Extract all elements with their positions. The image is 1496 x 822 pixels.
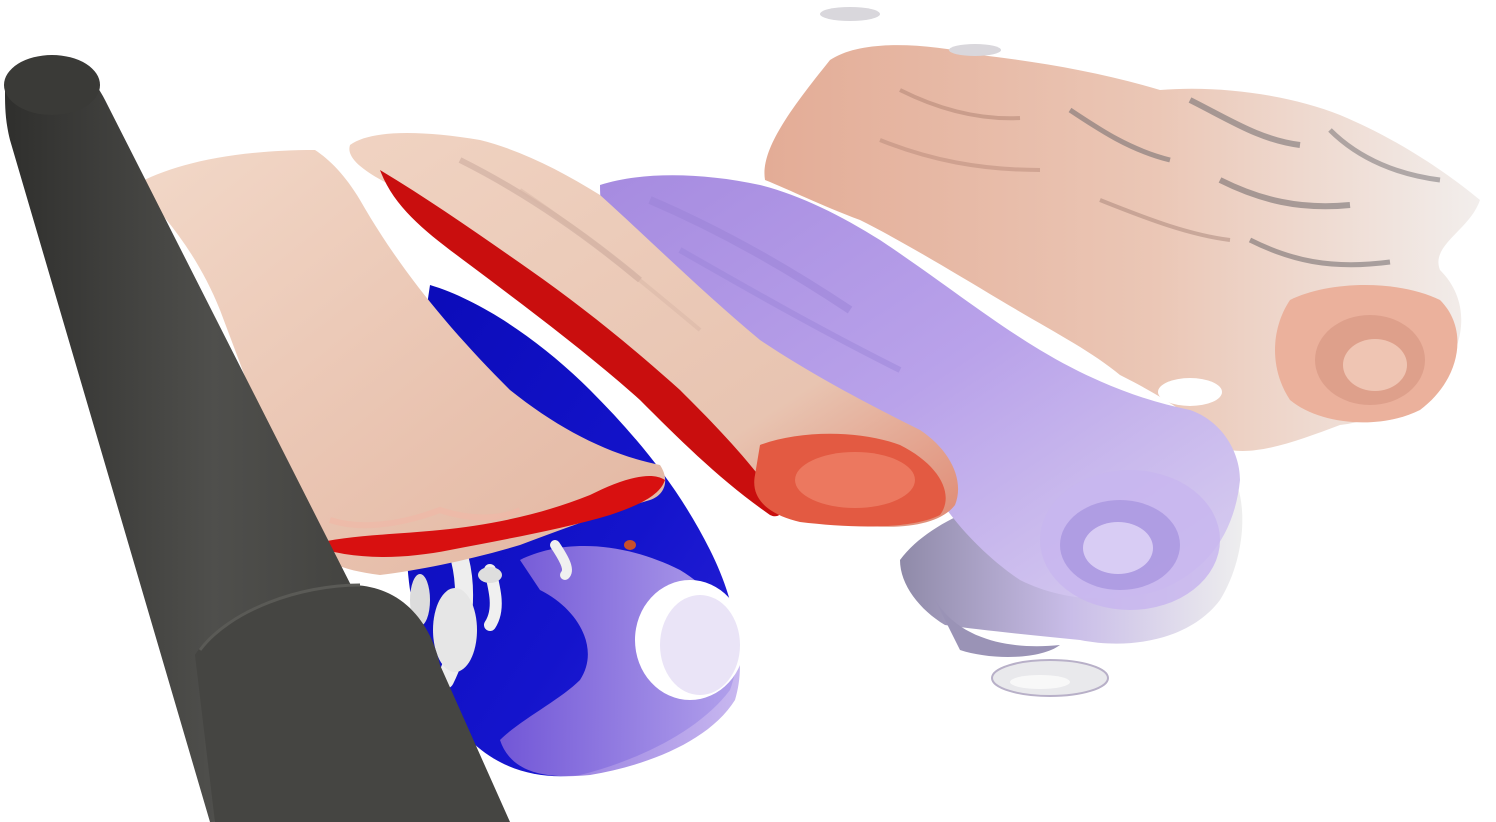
far-wake-structure	[764, 7, 1480, 451]
cylinder	[4, 55, 510, 822]
lavender-vortex-tube	[600, 175, 1240, 610]
vortex-tube-2	[349, 133, 959, 527]
